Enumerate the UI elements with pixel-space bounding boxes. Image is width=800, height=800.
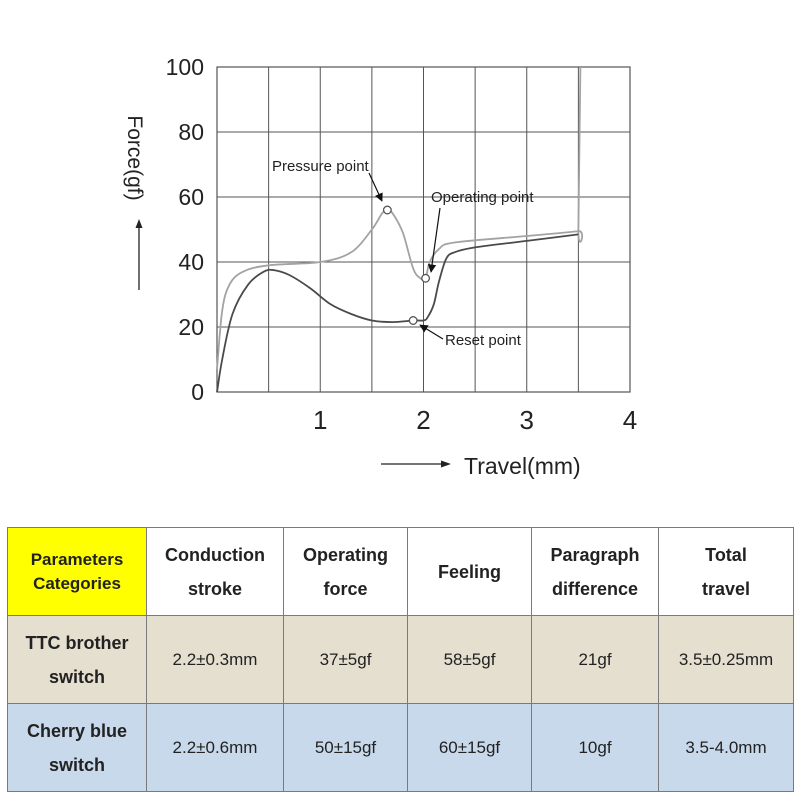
return-curve-line	[216, 233, 579, 393]
y-tick-label: 80	[178, 119, 204, 145]
header-cell-categories: Parameters Categories	[7, 527, 147, 616]
y-tick-label: 60	[178, 184, 204, 210]
x-tick-label: 3	[520, 405, 534, 435]
row-name-cherry-blue: Cherry blue switch	[7, 703, 147, 792]
y-tick-label: 100	[166, 54, 204, 80]
table-cell: 10gf	[531, 703, 659, 792]
row-name-text: switch	[48, 754, 105, 775]
row-name-ttc-brother: TTC brother switch	[7, 615, 147, 704]
row-name-text: TTC brother	[25, 632, 129, 653]
chart-series	[216, 66, 584, 393]
header-categories-line1: Parameters	[30, 549, 124, 569]
table-cell: 60±15gf	[407, 703, 532, 792]
x-axis-label: Travel(mm)	[464, 453, 581, 479]
table-cell: 2.2±0.3mm	[146, 615, 284, 704]
chart-grid	[217, 67, 630, 392]
table-row: Cherry blue switch 2.2±0.6mm 50±15gf 60±…	[7, 703, 794, 792]
header-text: Feeling	[437, 561, 501, 582]
annotation-arrow	[368, 172, 383, 202]
x-tick-label: 4	[623, 405, 637, 435]
annotation-arrow	[419, 324, 444, 340]
x-tick-label: 2	[416, 405, 430, 435]
y-axis-arrow-head-icon	[135, 219, 143, 228]
header-text: Total	[705, 544, 747, 565]
switch-spec-table: Parameters Categories Conduction stroke …	[7, 527, 794, 792]
y-tick-label: 40	[178, 249, 204, 275]
annotation-marker	[382, 205, 392, 215]
press-curve-line	[216, 66, 584, 370]
annotation-label: Operating point	[431, 189, 534, 206]
header-cell-feeling: Feeling	[407, 527, 532, 616]
table-cell: 2.2±0.6mm	[146, 703, 284, 792]
y-axis-label: Force(gf)	[123, 115, 146, 200]
header-text: force	[323, 578, 368, 599]
table-cell: 3.5±0.25mm	[658, 615, 794, 704]
y-tick-label: 0	[191, 379, 204, 405]
x-axis-arrow-head-icon	[441, 460, 451, 468]
x-tick-labels: 1 2 3 4	[313, 405, 637, 435]
x-tick-label: 1	[313, 405, 327, 435]
header-text: Operating	[302, 544, 388, 565]
annotation-label: Reset point	[445, 332, 522, 349]
header-categories-line2: Categories	[33, 573, 121, 593]
header-text: Paragraph	[550, 544, 640, 565]
table-header-row: Parameters Categories Conduction stroke …	[7, 527, 794, 616]
plot-border	[216, 66, 631, 393]
row-name-text: Cherry blue	[26, 720, 128, 741]
force-travel-chart: 0 20 40 60 80 100 1 2 3 4 Pressure point Operatin…	[123, 54, 637, 479]
table-cell: 3.5-4.0mm	[658, 703, 794, 792]
annotation-marker	[408, 316, 418, 325]
header-cell-conduction-stroke: Conduction stroke	[146, 527, 284, 616]
table-cell: 50±15gf	[283, 703, 408, 792]
table-cell: 37±5gf	[283, 615, 408, 704]
annotation-label: Pressure point	[272, 158, 370, 175]
table-cell: 21gf	[531, 615, 659, 704]
header-cell-total-travel: Total travel	[658, 527, 794, 616]
table-cell: 58±5gf	[407, 615, 532, 704]
header-text: stroke	[187, 578, 243, 599]
chart-annotations: Pressure point Operating point Reset point	[272, 158, 534, 349]
table-row: TTC brother switch 2.2±0.3mm 37±5gf 58±5…	[7, 615, 794, 704]
header-text: Conduction	[165, 544, 265, 565]
y-tick-labels: 0 20 40 60 80 100	[166, 54, 204, 405]
header-cell-paragraph-difference: Paragraph difference	[531, 527, 659, 616]
header-text: difference	[551, 578, 639, 599]
y-tick-label: 20	[178, 314, 204, 340]
header-cell-operating-force: Operating force	[283, 527, 408, 616]
header-text: travel	[701, 578, 751, 599]
annotation-arrow	[427, 207, 441, 273]
row-name-text: switch	[48, 666, 105, 687]
annotation-marker	[421, 273, 431, 283]
